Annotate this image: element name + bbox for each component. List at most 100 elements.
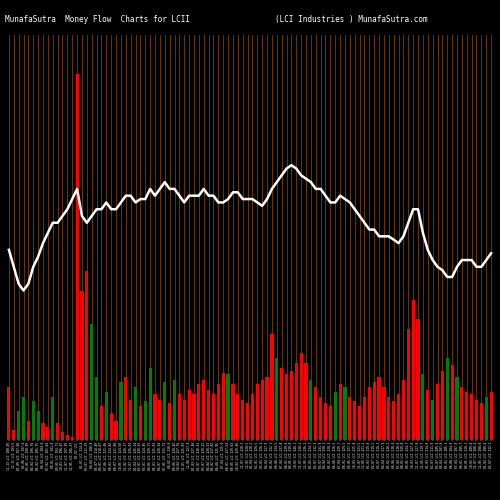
Bar [256,384,259,440]
Bar [124,378,128,440]
Bar [431,400,434,440]
Bar [314,387,318,440]
Bar [275,358,278,440]
Bar [285,374,288,440]
Bar [188,390,190,440]
Bar [441,370,444,440]
Bar [348,396,352,440]
Bar [85,271,88,440]
Bar [334,392,337,440]
Bar [42,422,44,440]
Bar [416,320,420,440]
Bar [402,380,405,440]
Bar [192,394,196,440]
Bar [324,404,327,440]
Bar [304,363,308,440]
Text: MunafaSutra  Money Flow  Charts for LCII: MunafaSutra Money Flow Charts for LCII [5,15,190,24]
Bar [358,406,361,440]
Bar [61,432,64,440]
Bar [246,404,249,440]
Bar [406,329,410,440]
Bar [100,406,103,440]
Bar [378,378,380,440]
Bar [412,300,415,440]
Bar [51,396,54,440]
Bar [450,365,454,440]
Bar [222,372,225,440]
Bar [280,368,283,440]
Bar [338,384,342,440]
Bar [80,290,84,440]
Bar [368,387,371,440]
Bar [207,390,210,440]
Bar [344,387,346,440]
Bar [178,394,181,440]
Bar [300,353,302,440]
Bar [120,382,122,440]
Bar [490,392,492,440]
Bar [163,382,166,440]
Bar [182,400,186,440]
Bar [460,387,464,440]
Bar [270,334,274,440]
Bar [363,396,366,440]
Bar [148,368,152,440]
Bar [484,396,488,440]
Bar [217,384,220,440]
Bar [294,363,298,440]
Bar [144,402,147,440]
Bar [12,430,16,440]
Bar [95,378,98,440]
Bar [241,400,244,440]
Text: (LCI Industries ) MunafaSutra.com: (LCI Industries ) MunafaSutra.com [275,15,428,24]
Bar [426,390,430,440]
Bar [114,420,117,440]
Bar [8,387,10,440]
Bar [397,394,400,440]
Bar [173,380,176,440]
Bar [446,358,449,440]
Bar [480,404,483,440]
Bar [251,394,254,440]
Bar [353,402,356,440]
Bar [36,411,40,440]
Bar [290,370,293,440]
Bar [46,426,50,440]
Bar [465,392,468,440]
Bar [154,394,156,440]
Bar [158,400,162,440]
Bar [260,380,264,440]
Bar [104,392,108,440]
Bar [236,394,240,440]
Bar [422,374,424,440]
Bar [475,400,478,440]
Bar [392,402,396,440]
Bar [319,396,322,440]
Bar [110,413,113,440]
Bar [382,387,386,440]
Bar [22,396,25,440]
Bar [17,411,20,440]
Bar [90,324,94,440]
Bar [202,380,205,440]
Bar [329,406,332,440]
Bar [266,378,268,440]
Bar [70,437,74,440]
Bar [66,435,69,440]
Bar [76,74,78,440]
Bar [134,387,137,440]
Bar [470,394,473,440]
Bar [129,400,132,440]
Bar [232,384,234,440]
Bar [387,396,390,440]
Bar [372,382,376,440]
Bar [226,374,230,440]
Bar [168,404,171,440]
Bar [27,420,30,440]
Bar [456,378,458,440]
Bar [198,384,200,440]
Bar [212,394,215,440]
Bar [139,406,142,440]
Bar [310,380,312,440]
Bar [32,402,35,440]
